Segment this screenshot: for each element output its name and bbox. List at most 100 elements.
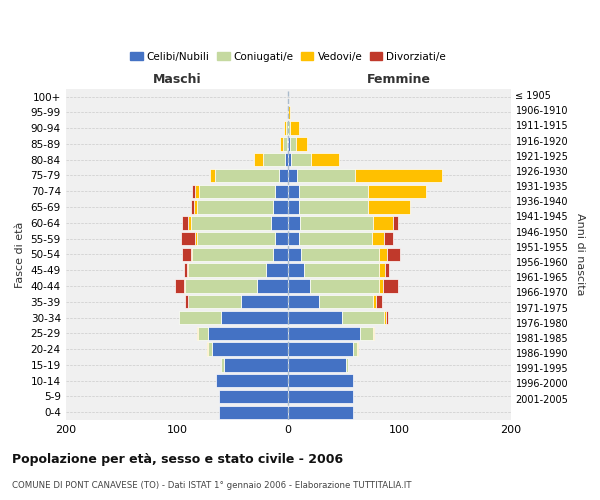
Bar [283, 137, 287, 150]
Bar [208, 342, 212, 356]
Text: Popolazione per età, sesso e stato civile - 2006: Popolazione per età, sesso e stato civil… [12, 452, 343, 466]
Bar [266, 264, 288, 277]
Bar [179, 311, 221, 324]
Bar [188, 216, 191, 230]
Bar [288, 216, 301, 230]
Bar [288, 137, 290, 150]
Bar [285, 153, 288, 166]
Bar [181, 232, 194, 245]
Bar [191, 200, 194, 214]
Bar [288, 169, 297, 182]
Bar [207, 342, 208, 356]
Bar [288, 295, 319, 308]
Bar [392, 216, 398, 230]
Bar [182, 216, 188, 230]
Bar [193, 248, 272, 261]
Bar [353, 342, 357, 356]
Bar [301, 216, 373, 230]
Text: COMUNE DI PONT CANAVESE (TO) - Dati ISTAT 1° gennaio 2006 - Elaborazione TUTTITA: COMUNE DI PONT CANAVESE (TO) - Dati ISTA… [12, 480, 412, 490]
Bar [319, 295, 373, 308]
Bar [311, 153, 339, 166]
Bar [198, 326, 208, 340]
Bar [368, 200, 410, 214]
Bar [288, 406, 353, 419]
Bar [215, 169, 279, 182]
Bar [346, 358, 348, 372]
Bar [290, 137, 296, 150]
Bar [310, 280, 379, 292]
Y-axis label: Fasce di età: Fasce di età [15, 221, 25, 288]
Bar [304, 264, 379, 277]
Bar [299, 200, 368, 214]
Y-axis label: Anni di nascita: Anni di nascita [575, 213, 585, 296]
Bar [191, 216, 271, 230]
Bar [194, 232, 197, 245]
Bar [219, 406, 288, 419]
Bar [184, 264, 187, 277]
Bar [341, 311, 384, 324]
Bar [241, 295, 288, 308]
Bar [288, 358, 346, 372]
Bar [197, 326, 198, 340]
Bar [288, 342, 353, 356]
Bar [292, 153, 311, 166]
Bar [288, 200, 299, 214]
Bar [212, 342, 288, 356]
Bar [288, 390, 353, 403]
Bar [272, 248, 288, 261]
Bar [297, 169, 355, 182]
Text: Maschi: Maschi [152, 72, 201, 86]
Bar [288, 106, 290, 119]
Bar [280, 137, 283, 150]
Bar [216, 374, 288, 388]
Bar [288, 153, 292, 166]
Bar [299, 184, 368, 198]
Bar [301, 248, 379, 261]
Bar [373, 216, 392, 230]
Bar [219, 390, 288, 403]
Bar [263, 153, 285, 166]
Bar [275, 232, 288, 245]
Bar [197, 200, 272, 214]
Bar [221, 311, 288, 324]
Bar [288, 311, 341, 324]
Bar [379, 248, 387, 261]
Bar [383, 280, 398, 292]
Bar [355, 169, 442, 182]
Bar [371, 232, 384, 245]
Bar [288, 232, 299, 245]
Bar [288, 122, 290, 135]
Bar [187, 264, 188, 277]
Bar [384, 232, 392, 245]
Bar [194, 200, 197, 214]
Bar [299, 232, 371, 245]
Bar [287, 137, 288, 150]
Bar [376, 295, 382, 308]
Bar [288, 280, 310, 292]
Bar [368, 184, 426, 198]
Bar [185, 295, 188, 308]
Bar [182, 248, 191, 261]
Bar [385, 264, 389, 277]
Bar [208, 326, 288, 340]
Bar [361, 326, 373, 340]
Bar [288, 184, 299, 198]
Text: Femmine: Femmine [367, 72, 431, 86]
Bar [373, 326, 374, 340]
Bar [288, 374, 353, 388]
Legend: Celibi/Nubili, Coniugati/e, Vedovi/e, Divorziati/e: Celibi/Nubili, Coniugati/e, Vedovi/e, Di… [126, 48, 450, 66]
Bar [210, 169, 215, 182]
Bar [288, 248, 301, 261]
Bar [284, 122, 286, 135]
Bar [224, 358, 288, 372]
Bar [379, 280, 383, 292]
Bar [357, 342, 358, 356]
Bar [257, 280, 288, 292]
Bar [175, 280, 184, 292]
Bar [296, 137, 307, 150]
Bar [386, 311, 388, 324]
Bar [188, 264, 266, 277]
Bar [288, 326, 361, 340]
Bar [290, 122, 299, 135]
Bar [275, 184, 288, 198]
